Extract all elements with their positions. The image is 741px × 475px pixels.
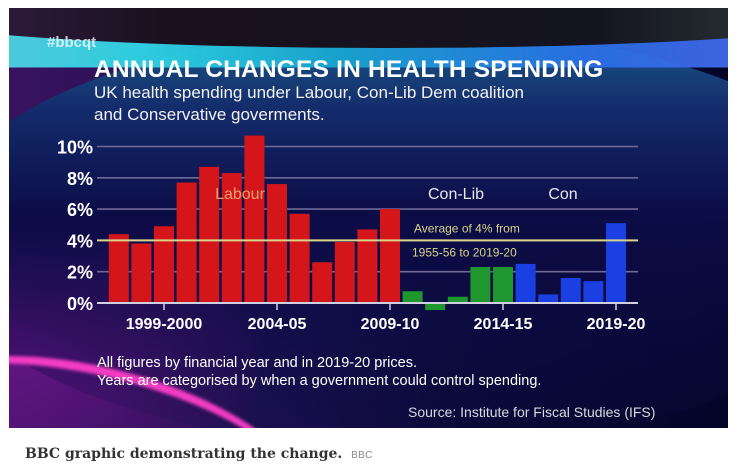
average-reference: Average of 4% from 1955-56 to 2019-20 bbox=[97, 221, 638, 259]
x-tick-label: 1999-2000 bbox=[126, 316, 203, 333]
bar-1997-98 bbox=[108, 234, 129, 303]
bar-2003-04 bbox=[244, 135, 265, 303]
y-tick-label: 10% bbox=[57, 138, 93, 158]
bar-2004-05 bbox=[267, 184, 287, 303]
bar-2013-14 bbox=[470, 267, 491, 303]
average-label: Average of 4% from bbox=[414, 221, 520, 235]
bar-2011-12 bbox=[425, 303, 446, 311]
bbc-graphic-image: #bbcqt ANNUAL CHANGES IN HEALTH SPENDING… bbox=[9, 8, 728, 428]
x-tick-label: 2009-10 bbox=[361, 316, 420, 333]
bar-2009-10 bbox=[380, 209, 400, 303]
chart-title: ANNUAL CHANGES IN HEALTH SPENDING bbox=[94, 56, 604, 83]
bar-2008-09 bbox=[357, 229, 378, 303]
era-label-labour: Labour bbox=[215, 186, 265, 203]
y-axis-labels: 0% 2% 4% 6% 8% 10% bbox=[57, 138, 93, 315]
era-label-con: Con bbox=[548, 186, 577, 203]
note-line: All figures by financial year and in 201… bbox=[97, 355, 417, 371]
bar-2017-18 bbox=[560, 277, 581, 303]
y-tick-label: 0% bbox=[67, 294, 93, 314]
x-axis: 1999-2000 2004-05 2009-10 2014-15 2019-20 bbox=[97, 302, 646, 333]
bar-2006-07 bbox=[312, 262, 333, 303]
government-labels: Labour Con-Lib Con bbox=[215, 186, 578, 203]
average-label: 1955-56 to 2019-20 bbox=[412, 245, 517, 259]
x-tick-label: 2014-15 bbox=[474, 316, 533, 333]
x-tick-label: 2004-05 bbox=[248, 316, 307, 333]
y-tick-label: 8% bbox=[67, 169, 93, 189]
bar-2001-02 bbox=[199, 166, 220, 303]
image-caption: BBC graphic demonstrating the change. BB… bbox=[25, 446, 373, 462]
bar-1998-99 bbox=[131, 243, 152, 303]
bar-2007-08 bbox=[334, 241, 355, 303]
hashtag: #bbcqt bbox=[47, 34, 97, 51]
chart-subtitle: UK health spending under Labour, Con-Lib… bbox=[94, 82, 524, 126]
chart-notes: All figures by financial year and in 201… bbox=[97, 354, 541, 390]
bar-2016-17 bbox=[538, 294, 559, 303]
source-label: Source: Institute for Fiscal Studies (IF… bbox=[408, 404, 656, 420]
note-line: Years are categorised by when a governme… bbox=[97, 373, 542, 389]
bar-2019-20 bbox=[606, 223, 626, 303]
bar-2018-19 bbox=[583, 281, 604, 303]
bar-2012-13 bbox=[447, 296, 468, 303]
caption-text: BBC graphic demonstrating the change. bbox=[25, 446, 343, 462]
bar-chart: 0% 2% 4% 6% 8% 10% 1999-2000 2004-05 2009-10 201… bbox=[57, 135, 646, 333]
y-tick-label: 4% bbox=[67, 231, 93, 251]
bars bbox=[108, 135, 626, 311]
bar-2014-15 bbox=[493, 267, 513, 303]
background-arc-dark bbox=[9, 8, 728, 48]
bar-2000-01 bbox=[176, 182, 197, 303]
subtitle-line: and Conservative goverments. bbox=[94, 105, 325, 124]
y-tick-label: 2% bbox=[67, 263, 93, 283]
era-label-conlib: Con-Lib bbox=[428, 186, 484, 203]
bar-2010-11 bbox=[402, 291, 423, 303]
x-tick-label: 2019-20 bbox=[587, 316, 646, 333]
bar-2015-16 bbox=[515, 263, 536, 303]
bar-1999-2000 bbox=[154, 226, 174, 303]
y-tick-label: 6% bbox=[67, 200, 93, 220]
bar-2002-03 bbox=[221, 173, 242, 303]
bar-2005-06 bbox=[289, 213, 310, 303]
caption-credit: BBC bbox=[351, 450, 373, 461]
subtitle-line: UK health spending under Labour, Con-Lib… bbox=[94, 83, 524, 102]
